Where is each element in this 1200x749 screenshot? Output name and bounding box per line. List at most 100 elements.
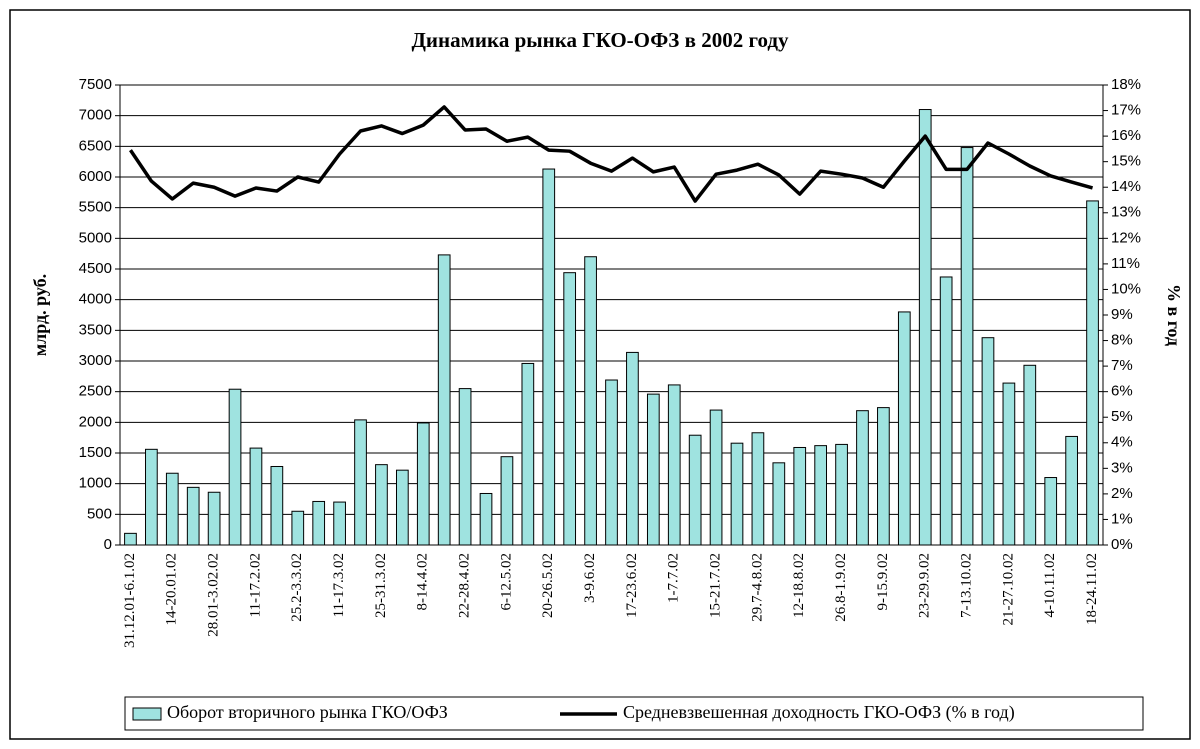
bar	[165, 472, 179, 546]
y2-tick-label: 15%	[1111, 153, 1141, 170]
bar	[709, 409, 723, 546]
x-tick-label: 17-23.6.02	[624, 553, 640, 618]
bar	[667, 384, 681, 546]
x-tick-label: 26.8-1.9.02	[833, 553, 849, 622]
x-tick-label: 28.01-3.02.02	[206, 553, 222, 637]
y2-tick-label: 6%	[1111, 383, 1133, 400]
y-tick-label: 5000	[79, 229, 112, 246]
bar	[981, 337, 995, 546]
bar	[375, 464, 388, 546]
y-tick-label: 6500	[79, 137, 112, 154]
bar	[877, 407, 890, 546]
y-tick-label: 3500	[79, 321, 112, 338]
y2-tick-label: 14%	[1111, 178, 1141, 195]
y2-tick-label: 16%	[1111, 127, 1141, 144]
bar	[145, 448, 158, 546]
bar	[354, 419, 367, 546]
y2-tick-label: 12%	[1111, 229, 1141, 246]
y-tick-label: 4000	[79, 291, 112, 308]
bar	[772, 462, 786, 546]
bar	[605, 379, 618, 546]
y-axis-label: млрд. руб.	[30, 274, 50, 356]
y-tick-label: 7500	[79, 76, 112, 93]
bar	[563, 272, 577, 546]
bar	[1065, 435, 1078, 546]
y-tick-label: 1000	[79, 475, 112, 492]
x-tick-label: 18-24.11.02	[1084, 553, 1100, 625]
y-tick-label: 7000	[79, 107, 112, 124]
bar	[291, 510, 305, 546]
bar	[1044, 477, 1058, 546]
y2-tick-label: 0%	[1111, 536, 1133, 553]
x-tick-label: 3-9.6.02	[582, 553, 598, 603]
x-tick-label: 25-31.3.02	[373, 553, 389, 618]
bar	[1086, 200, 1099, 546]
y2-tick-label: 3%	[1111, 459, 1133, 476]
y-tick-label: 1500	[79, 444, 112, 461]
bar	[688, 434, 702, 546]
x-tick-label: 20-26.5.02	[540, 553, 556, 618]
bar	[228, 388, 242, 546]
y2-tick-label: 4%	[1111, 434, 1133, 451]
x-tick-label: 12-18.8.02	[791, 553, 807, 618]
x-tick-label: 8-14.4.02	[415, 553, 431, 611]
y2-tick-label: 9%	[1111, 306, 1133, 323]
bar	[584, 256, 597, 546]
y-tick-label: 500	[87, 505, 112, 522]
y2-tick-label: 10%	[1111, 280, 1141, 297]
bar	[730, 442, 744, 546]
bar	[939, 276, 953, 546]
x-tick-label: 7-13.10.02	[958, 553, 974, 618]
legend-swatch	[132, 707, 162, 721]
bar	[646, 393, 660, 546]
y2-tick-label: 17%	[1111, 102, 1141, 119]
y-tick-label: 2000	[79, 413, 112, 430]
bar	[856, 410, 869, 546]
bar	[897, 311, 911, 546]
chart-border	[9, 9, 1191, 740]
x-tick-label: 15-21.7.02	[708, 553, 724, 618]
y2-tick-label: 13%	[1111, 204, 1141, 221]
bar	[521, 362, 535, 546]
bar	[1023, 364, 1037, 546]
y-tick-label: 6000	[79, 168, 112, 185]
x-tick-label: 21-27.10.02	[1000, 553, 1016, 626]
bar	[312, 500, 326, 546]
bar	[918, 109, 932, 546]
bar	[479, 492, 493, 546]
x-tick-label: 11-17.3.02	[331, 553, 347, 617]
y2-tick-label: 2%	[1111, 485, 1133, 502]
bar	[1002, 382, 1016, 546]
y2-tick-label: 11%	[1111, 255, 1140, 272]
x-tick-label: 23-29.9.02	[917, 553, 933, 618]
x-tick-label: 11-17.2.02	[247, 553, 263, 617]
y-tick-label: 0	[104, 536, 112, 553]
x-tick-label: 9-15.9.02	[875, 553, 891, 611]
bar	[395, 469, 409, 546]
y2-tick-label: 8%	[1111, 332, 1133, 349]
legend-label: Средневзвешенная доходность ГКО-ОФЗ (% в…	[623, 702, 1015, 723]
bar	[333, 501, 346, 546]
bar	[960, 147, 974, 546]
bar	[458, 388, 472, 546]
y2-tick-label: 1%	[1111, 510, 1133, 527]
bar	[542, 168, 556, 546]
x-tick-label: 29.7-4.8.02	[749, 553, 765, 622]
bar	[437, 254, 451, 546]
y-tick-label: 5500	[79, 199, 112, 216]
x-tick-label: 31.12.01-6.1.02	[122, 553, 138, 648]
x-tick-label: 25.2-3.3.02	[289, 553, 305, 622]
legend-box	[124, 696, 1144, 731]
bar	[270, 465, 284, 546]
bar	[500, 456, 514, 546]
bar	[186, 486, 200, 546]
y2-tick-label: 5%	[1111, 408, 1133, 425]
y2-tick-label: 18%	[1111, 76, 1141, 93]
chart-title: Динамика рынка ГКО-ОФЗ в 2002 году	[411, 28, 789, 52]
y2-axis-label: % в год	[1164, 284, 1184, 346]
legend-label: Оборот вторичного рынка ГКО/ОФЗ	[167, 702, 448, 722]
line	[129, 105, 1094, 203]
y-tick-label: 4500	[79, 260, 112, 277]
x-tick-label: 14-20.01.02	[164, 553, 180, 626]
